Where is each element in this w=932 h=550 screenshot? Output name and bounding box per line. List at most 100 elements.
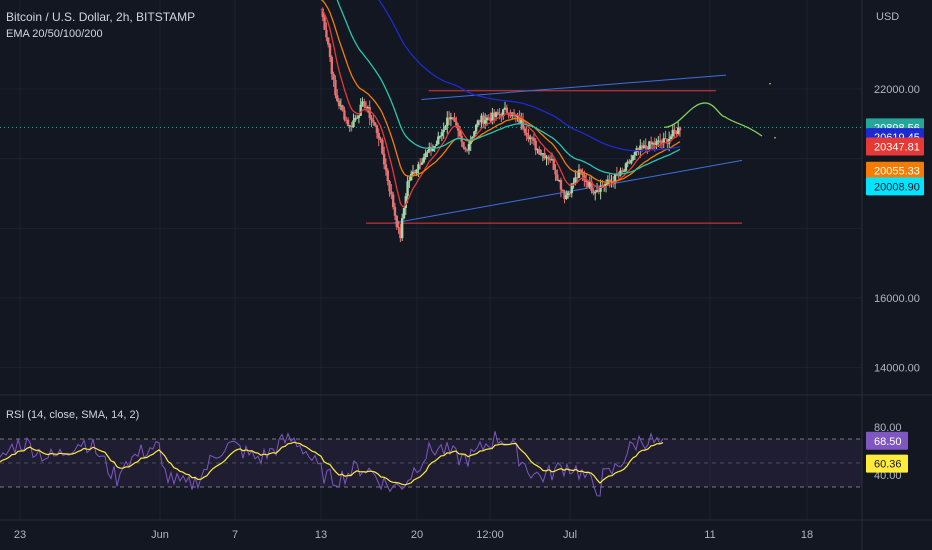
- candle-body: [440, 132, 444, 137]
- candle-body: [538, 149, 541, 155]
- candle-body: [577, 169, 581, 178]
- candle-body: [543, 153, 546, 159]
- candle-body: [675, 131, 678, 134]
- ema200-line: [378, 0, 681, 152]
- candle-body: [575, 177, 579, 179]
- x-tick-label: 13: [315, 529, 327, 541]
- ema100-badge: [866, 177, 924, 196]
- candle-body: [621, 170, 624, 172]
- y-tick-label: 22000.00: [874, 84, 920, 96]
- candle-body: [678, 127, 682, 131]
- candle-body: [491, 112, 494, 122]
- candle-body: [388, 180, 391, 192]
- candle-body: [662, 138, 665, 143]
- ema100-badge-text: 20008.90: [874, 181, 920, 193]
- candle-body: [660, 142, 664, 144]
- candle-body: [345, 119, 348, 121]
- ema100-line: [336, 0, 681, 175]
- candle-body: [669, 136, 673, 140]
- projection-curve: [663, 102, 763, 137]
- candle-body: [469, 139, 472, 144]
- candle-body: [658, 140, 662, 143]
- candle-body: [391, 194, 395, 208]
- candle-body: [431, 148, 435, 152]
- candle-body: [541, 153, 545, 155]
- rsi-tick-label: 40.00: [874, 470, 902, 482]
- candle-body: [467, 143, 471, 151]
- candle-body: [557, 179, 561, 181]
- candle-body: [435, 144, 438, 146]
- candle-body: [323, 17, 326, 30]
- candle-body: [514, 114, 518, 117]
- candle-body: [325, 29, 328, 38]
- candle-body: [554, 169, 557, 175]
- candle-body: [332, 74, 335, 80]
- candle-body: [487, 117, 490, 119]
- candle-body: [395, 215, 398, 228]
- candle-body: [563, 191, 566, 199]
- candle-body: [386, 170, 389, 181]
- candle-body: [352, 120, 355, 128]
- candle-body: [509, 115, 512, 117]
- candle-body: [622, 170, 626, 172]
- candle-body: [408, 180, 411, 182]
- candle-body: [586, 182, 590, 187]
- candle-body: [664, 138, 667, 140]
- candle-body: [594, 192, 597, 194]
- candle-body: [597, 190, 601, 192]
- candle-body: [397, 227, 400, 229]
- candle-body: [565, 195, 568, 199]
- candle-body: [464, 147, 467, 150]
- candle-body: [617, 175, 620, 177]
- x-tick-label: 12:00: [476, 529, 504, 541]
- candle-body: [648, 141, 651, 151]
- candle-body: [348, 125, 352, 127]
- ema20-line: [320, 8, 681, 208]
- x-tick-label: 20: [411, 529, 423, 541]
- candle-body: [373, 122, 377, 126]
- candle-body: [455, 121, 458, 126]
- candle-body: [336, 95, 339, 101]
- ema50-badge: [866, 161, 924, 180]
- candle-body: [595, 190, 599, 193]
- candle-body: [496, 112, 499, 114]
- candle-body: [350, 125, 353, 128]
- candle-body: [355, 117, 359, 119]
- candle-body: [426, 151, 429, 154]
- candle-body: [444, 126, 447, 130]
- candle-body: [330, 57, 334, 75]
- candle-body: [637, 148, 640, 151]
- candle-body: [534, 140, 537, 151]
- candle-body: [523, 128, 527, 133]
- upper-trendline: [421, 74, 727, 100]
- candle-body: [646, 147, 649, 151]
- candle-body: [572, 183, 575, 185]
- candle-body: [561, 189, 564, 192]
- candle-body: [375, 125, 379, 133]
- candle-body: [644, 145, 647, 148]
- candle-body: [547, 156, 550, 160]
- x-tick-label: 11: [704, 529, 715, 541]
- lower-trendline: [392, 159, 743, 224]
- candle-body: [328, 44, 332, 58]
- candle-body: [381, 140, 384, 154]
- candle-body: [492, 112, 496, 117]
- candle-body: [370, 118, 373, 120]
- candle-body: [449, 117, 453, 120]
- candle-body: [438, 136, 442, 138]
- candle-body: [382, 153, 386, 165]
- candle-body: [341, 105, 344, 111]
- rsi-label: RSI (14, close, SMA, 14, 2): [6, 409, 140, 421]
- candle-body: [500, 114, 503, 117]
- rsi-tick-label: 80.00: [874, 422, 902, 434]
- ema20-badge-text: 20347.81: [874, 142, 920, 154]
- candle-body: [390, 191, 393, 195]
- candle-body: [422, 157, 426, 163]
- candle-body: [529, 137, 532, 140]
- candle-body: [410, 173, 413, 181]
- candle-body: [402, 207, 406, 219]
- candle-body: [498, 113, 501, 115]
- candle-body: [357, 115, 361, 118]
- candle-body: [532, 137, 536, 141]
